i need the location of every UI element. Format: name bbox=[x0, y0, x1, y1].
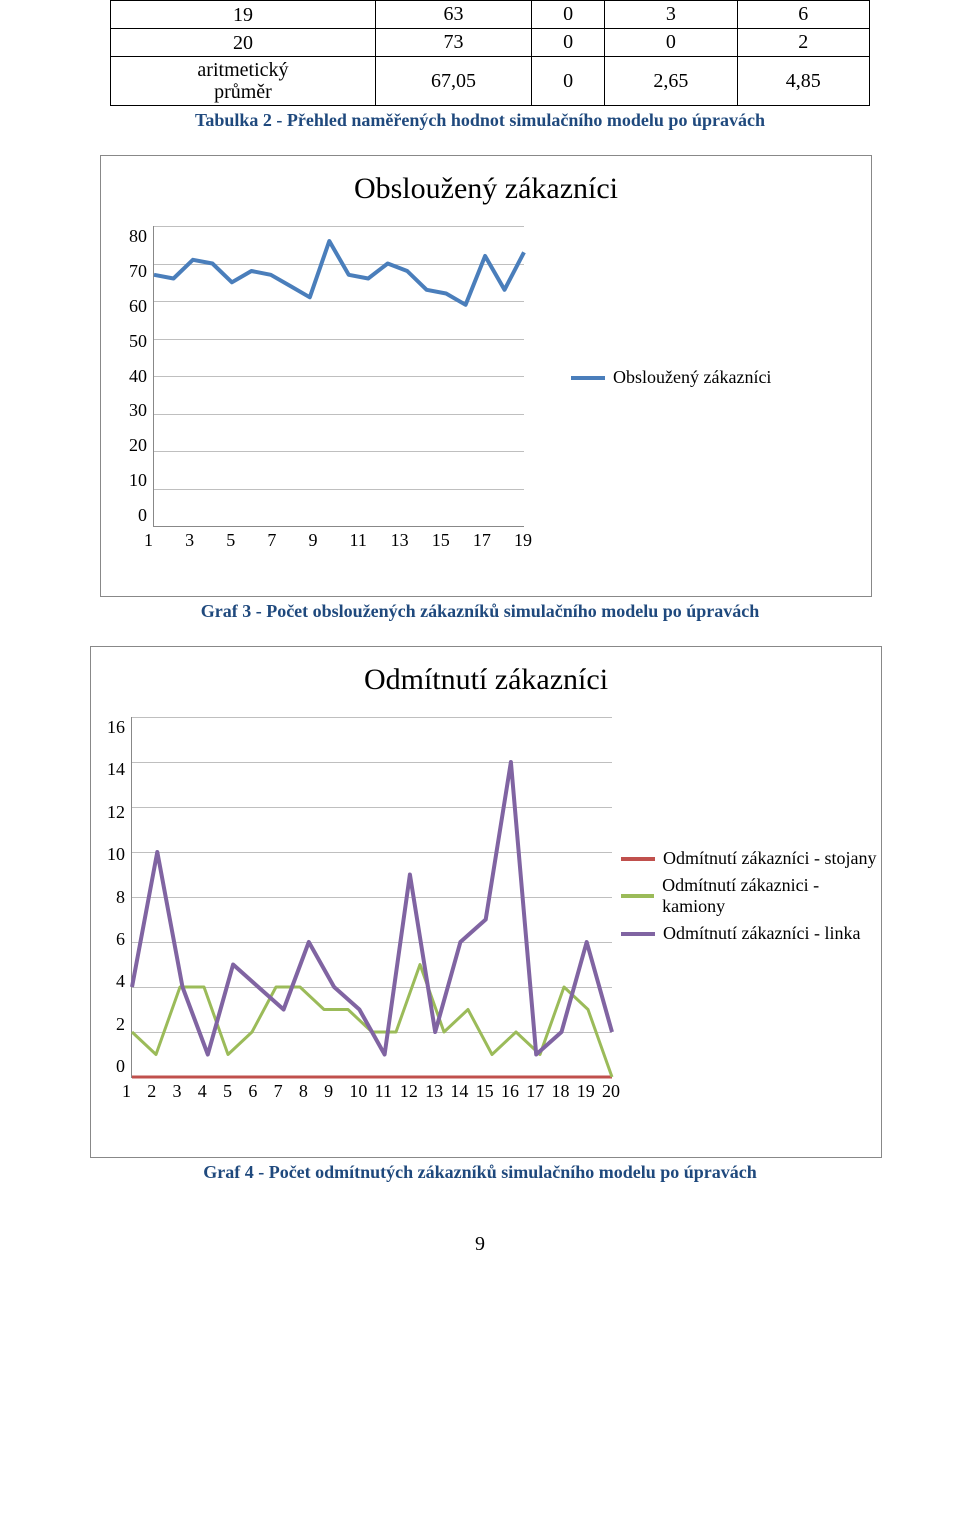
chart-rejected-customers: Odmítnutí zákazníci 1614121086420 123456… bbox=[90, 646, 882, 1158]
x-tick-label: 19 bbox=[514, 530, 532, 551]
x-tick-label: 11 bbox=[350, 530, 367, 551]
chart-series-line bbox=[132, 965, 612, 1078]
x-tick-label: 1 bbox=[144, 530, 153, 551]
table-cell: 0 bbox=[531, 1, 604, 29]
legend-swatch bbox=[571, 376, 605, 380]
page-number: 9 bbox=[0, 1233, 960, 1256]
legend-item: Odmítnutí zákazníci - stojany bbox=[621, 848, 881, 869]
x-tick-label: 5 bbox=[223, 1081, 232, 1102]
y-tick-label: 40 bbox=[129, 366, 147, 387]
x-tick-label: 14 bbox=[450, 1081, 468, 1102]
legend-swatch bbox=[621, 932, 655, 936]
chart1-plot-area: 135791113151719 bbox=[153, 226, 524, 527]
x-tick-label: 15 bbox=[476, 1081, 494, 1102]
x-tick-label: 4 bbox=[198, 1081, 207, 1102]
chart1-legend: Obsloužený zákazníci bbox=[571, 361, 771, 394]
chart-series-line bbox=[154, 241, 524, 305]
x-tick-label: 17 bbox=[526, 1081, 544, 1102]
chart2-plot-area: 1234567891011121314151617181920 bbox=[131, 717, 612, 1078]
x-tick-label: 1 bbox=[122, 1081, 131, 1102]
table-cell: 2,65 bbox=[605, 57, 737, 106]
x-tick-label: 13 bbox=[391, 530, 409, 551]
x-tick-label: 8 bbox=[299, 1081, 308, 1102]
x-tick-label: 9 bbox=[324, 1081, 333, 1102]
legend-label: Odmítnutí zákaznici - kamiony bbox=[662, 875, 881, 917]
y-tick-label: 20 bbox=[129, 435, 147, 456]
x-tick-label: 3 bbox=[173, 1081, 182, 1102]
table-cell: 3 bbox=[605, 1, 737, 29]
legend-swatch bbox=[621, 857, 655, 861]
y-tick-label: 70 bbox=[129, 261, 147, 282]
table-row-label: 19 bbox=[111, 1, 376, 29]
table-cell: 2 bbox=[737, 29, 869, 57]
y-tick-label: 4 bbox=[116, 971, 125, 992]
chart1-title: Obsloužený zákazníci bbox=[101, 156, 871, 214]
x-tick-label: 7 bbox=[267, 530, 276, 551]
chart-served-customers: Obsloužený zákazníci 80 70 60 50 40 30 20 10 0 1… bbox=[100, 155, 872, 597]
x-tick-label: 2 bbox=[147, 1081, 156, 1102]
table-cell: 0 bbox=[605, 29, 737, 57]
legend-label: Odmítnutí zákazníci - stojany bbox=[663, 848, 876, 869]
y-tick-label: 0 bbox=[116, 1056, 125, 1077]
chart1-caption: Graf 3 - Počet obsloužených zákazníků si… bbox=[0, 601, 960, 622]
x-tick-label: 10 bbox=[349, 1081, 367, 1102]
y-tick-label: 12 bbox=[107, 802, 125, 823]
table-cell: 67,05 bbox=[375, 57, 531, 106]
y-tick-label: 14 bbox=[107, 759, 125, 780]
chart1-y-axis: 80 70 60 50 40 30 20 10 0 bbox=[129, 226, 153, 526]
legend-swatch bbox=[621, 894, 654, 898]
x-tick-label: 7 bbox=[274, 1081, 283, 1102]
x-tick-label: 12 bbox=[400, 1081, 418, 1102]
x-tick-label: 20 bbox=[602, 1081, 620, 1102]
table-cell: 6 bbox=[737, 1, 869, 29]
x-tick-label: 11 bbox=[375, 1081, 392, 1102]
chart2-legend: Odmítnutí zákazníci - stojany Odmítnutí z… bbox=[621, 842, 881, 950]
table-cell: 4,85 bbox=[737, 57, 869, 106]
y-tick-label: 6 bbox=[116, 929, 125, 950]
x-tick-label: 15 bbox=[432, 530, 450, 551]
x-tick-label: 13 bbox=[425, 1081, 443, 1102]
y-tick-label: 0 bbox=[138, 505, 147, 526]
legend-item: Obsloužený zákazníci bbox=[571, 367, 771, 388]
table-cell: 73 bbox=[375, 29, 531, 57]
y-tick-label: 2 bbox=[116, 1014, 125, 1035]
y-tick-label: 30 bbox=[129, 400, 147, 421]
x-tick-label: 6 bbox=[248, 1081, 257, 1102]
chart-series-line bbox=[132, 762, 612, 1055]
y-tick-label: 50 bbox=[129, 331, 147, 352]
y-tick-label: 10 bbox=[107, 844, 125, 865]
x-tick-label: 17 bbox=[473, 530, 491, 551]
legend-label: Odmítnutí zákazníci - linka bbox=[663, 923, 860, 944]
x-tick-label: 18 bbox=[551, 1081, 569, 1102]
x-tick-label: 9 bbox=[308, 530, 317, 551]
y-tick-label: 16 bbox=[107, 717, 125, 738]
table-cell: 0 bbox=[531, 57, 604, 106]
table-caption: Tabulka 2 - Přehled naměřených hodnot si… bbox=[0, 110, 960, 131]
x-tick-label: 5 bbox=[226, 530, 235, 551]
x-tick-label: 16 bbox=[501, 1081, 519, 1102]
table-cell: 63 bbox=[375, 1, 531, 29]
table-row-label: aritmetickýprůměr bbox=[111, 57, 376, 106]
y-tick-label: 80 bbox=[129, 226, 147, 247]
table-row-label: 20 bbox=[111, 29, 376, 57]
chart2-caption: Graf 4 - Počet odmítnutých zákazníků sim… bbox=[0, 1162, 960, 1183]
summary-table: 19630362073002aritmetickýprůměr67,0502,6… bbox=[110, 0, 870, 106]
y-tick-label: 60 bbox=[129, 296, 147, 317]
x-tick-label: 19 bbox=[577, 1081, 595, 1102]
legend-item: Odmítnutí zákazníci - linka bbox=[621, 923, 881, 944]
y-tick-label: 8 bbox=[116, 887, 125, 908]
y-tick-label: 10 bbox=[129, 470, 147, 491]
table-cell: 0 bbox=[531, 29, 604, 57]
chart2-y-axis: 16 14 12 10 8 6 4 2 0 bbox=[107, 717, 131, 1077]
x-tick-label: 3 bbox=[185, 530, 194, 551]
legend-label: Obsloužený zákazníci bbox=[613, 367, 771, 388]
legend-item: Odmítnutí zákaznici - kamiony bbox=[621, 875, 881, 917]
chart2-title: Odmítnutí zákazníci bbox=[91, 647, 881, 705]
